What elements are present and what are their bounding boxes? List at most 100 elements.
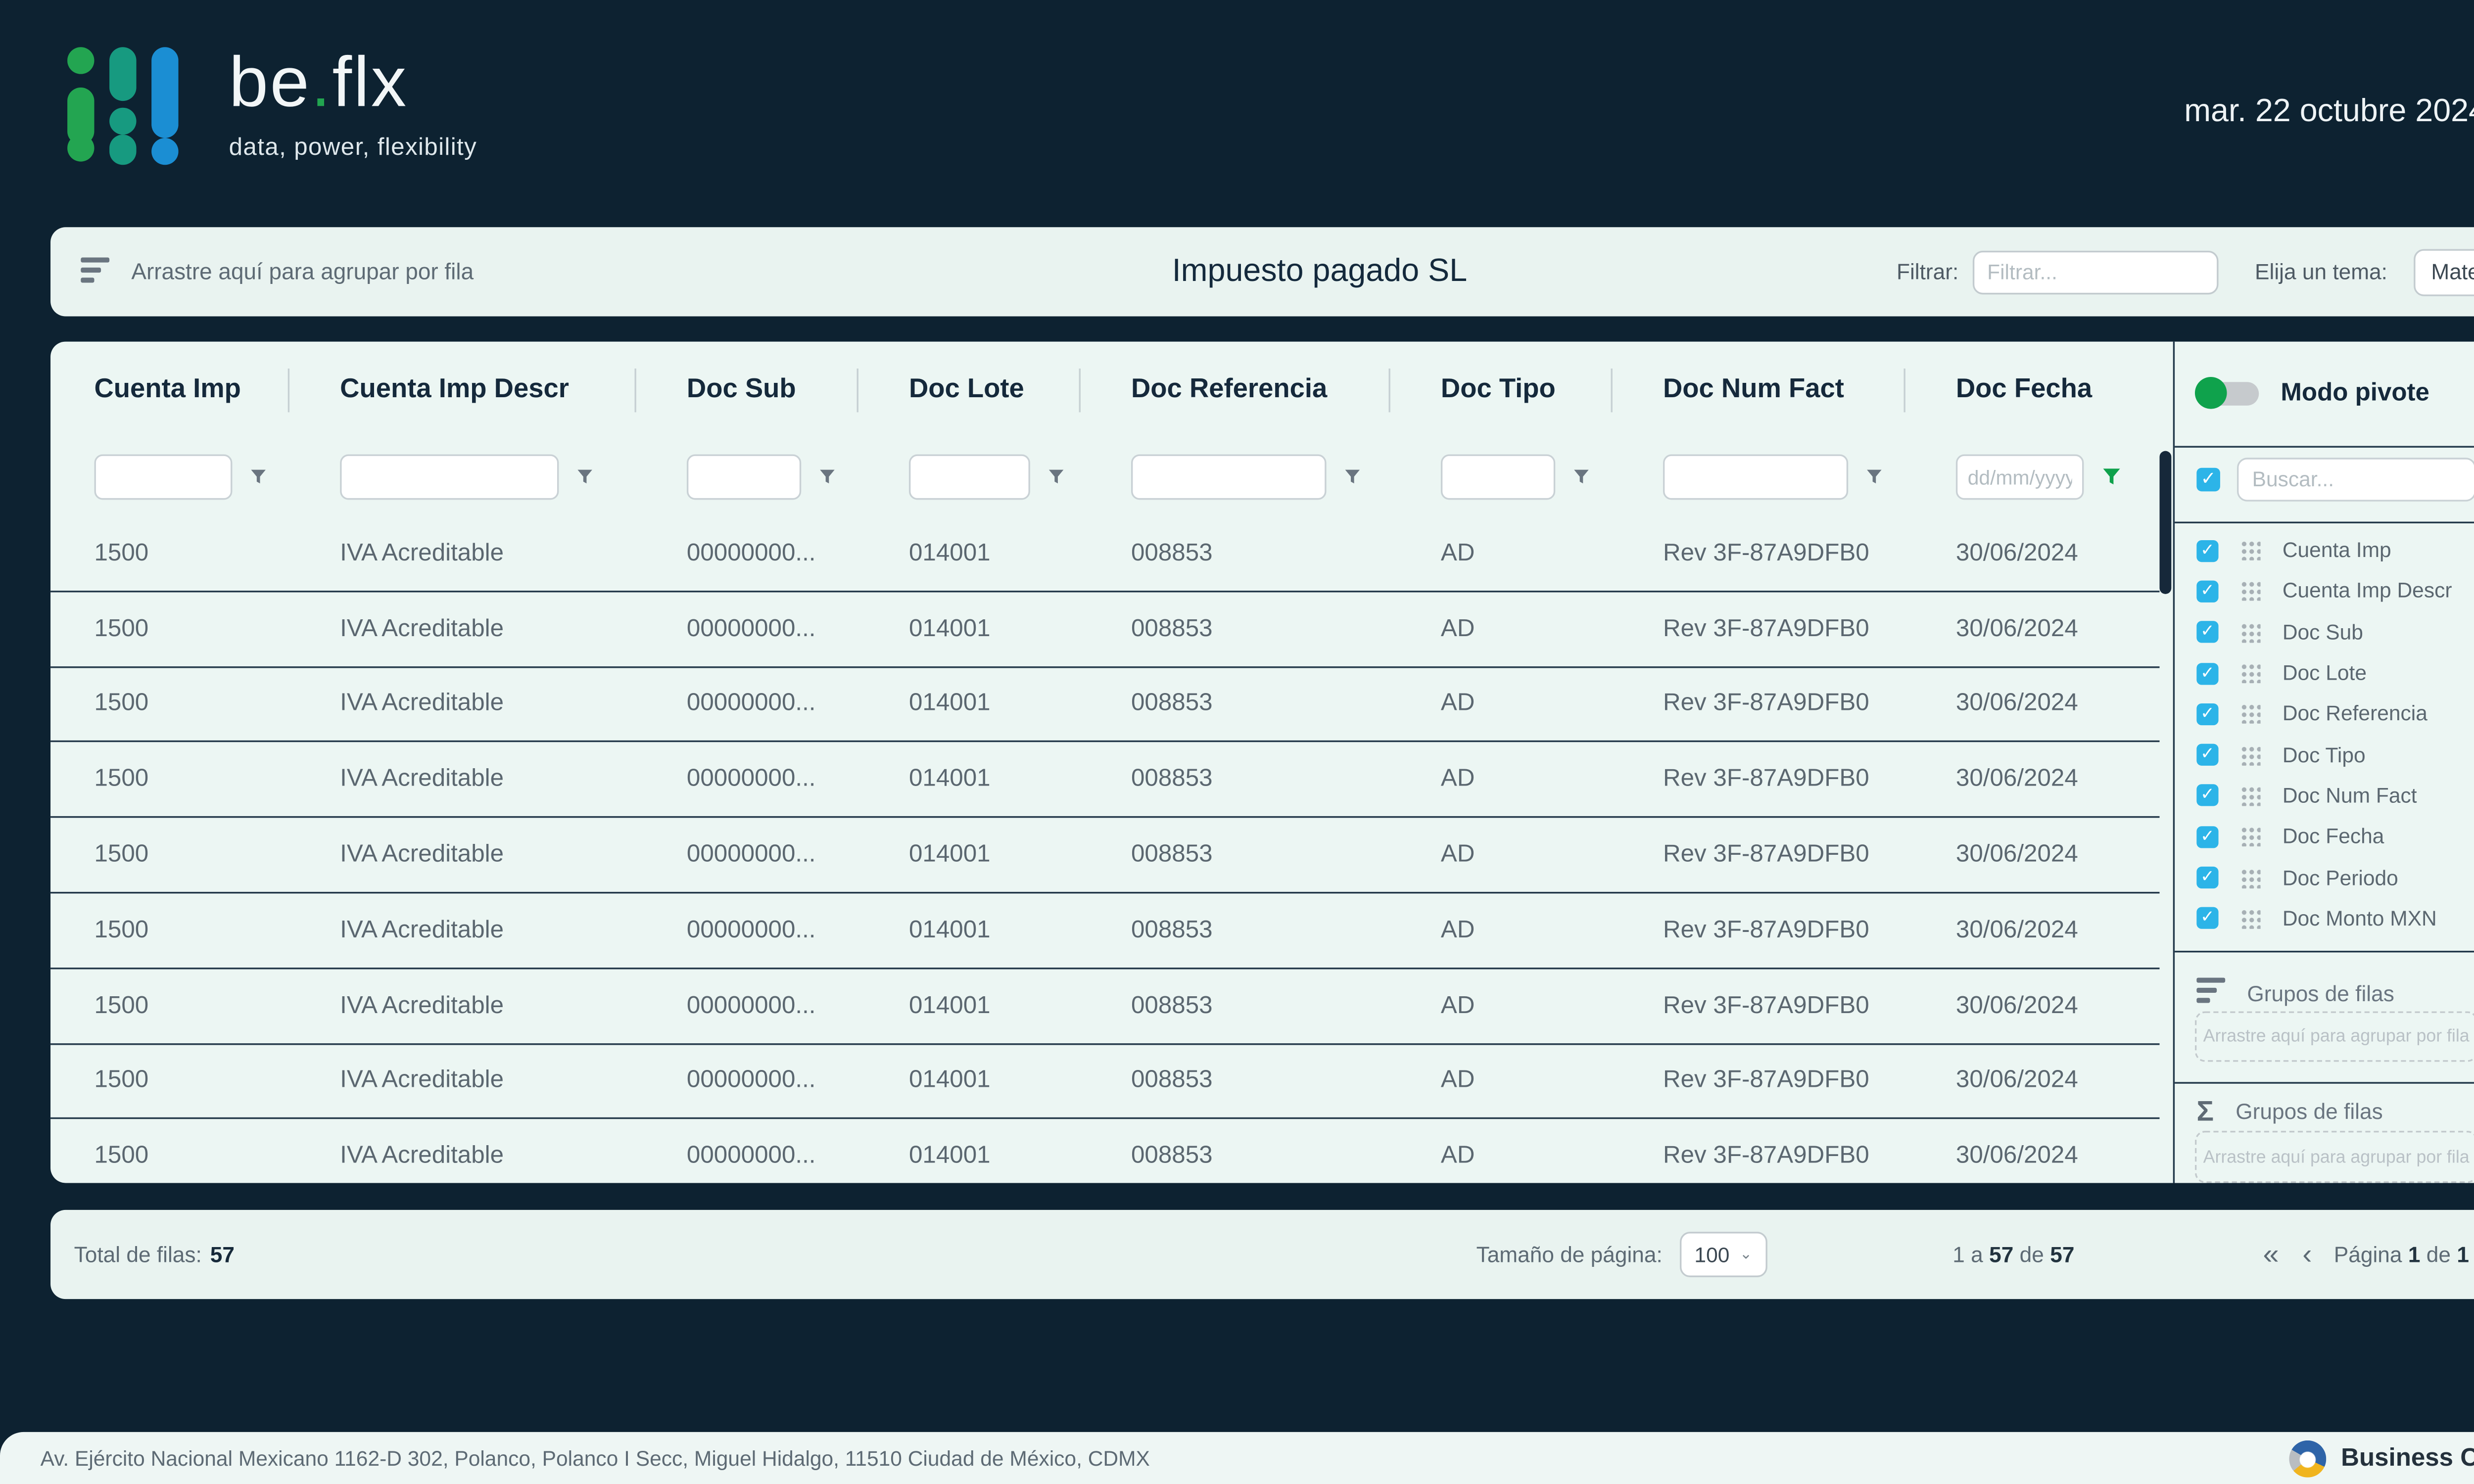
column-header-doc-referencia[interactable]: Doc Referencia <box>1081 368 1390 412</box>
pivot-column-item[interactable]: ✓ Cuenta Imp Descr <box>2175 571 2474 612</box>
table-row[interactable]: 1500 IVA Acreditable 00000000... 014001 … <box>50 969 2160 1045</box>
filter-funnel-icon[interactable] <box>1046 466 1067 488</box>
filter-input-doc-sub[interactable] <box>686 454 802 500</box>
pivot-column-label: Doc Tipo <box>2282 743 2366 767</box>
column-header-doc-lote[interactable]: Doc Lote <box>858 368 1081 412</box>
filter-input-cuenta-imp-descr[interactable] <box>340 454 559 500</box>
app-header: be.flx data, power, flexibility mar. 22 … <box>0 0 2474 227</box>
quick-filter-input[interactable] <box>1972 250 2218 294</box>
pivot-column-list: ✓ Cuenta Imp ✓ Cuenta Imp Descr ✓ Doc Su… <box>2175 530 2474 939</box>
drag-handle-icon[interactable] <box>2240 744 2261 765</box>
theme-select[interactable]: Material ⌄ <box>2414 248 2474 296</box>
pivot-column-item[interactable]: ✓ Doc Periodo <box>2175 857 2474 898</box>
column-checkbox[interactable]: ✓ <box>2196 785 2219 807</box>
filter-funnel-icon[interactable] <box>816 466 838 488</box>
filter-input-doc-referencia[interactable] <box>1131 454 1327 500</box>
filter-funnel-icon[interactable] <box>1570 466 1592 488</box>
column-checkbox[interactable]: ✓ <box>2196 621 2219 644</box>
filter-funnel-icon[interactable] <box>574 466 596 488</box>
pivot-column-item[interactable]: ✓ Doc Num Fact <box>2175 775 2474 816</box>
row-group-dropzone[interactable]: Arrastre aquí para agrupar por fila <box>81 256 474 287</box>
prev-page-button[interactable]: ‹ <box>2302 1238 2312 1271</box>
pivot-column-item[interactable]: ✓ Doc Sub <box>2175 612 2474 653</box>
pivot-column-label: Cuenta Imp <box>2282 539 2391 562</box>
column-search-input[interactable] <box>2236 458 2474 502</box>
column-header-doc-sub[interactable]: Doc Sub <box>636 368 858 412</box>
pivot-column-item[interactable]: ✓ Doc Lote <box>2175 653 2474 694</box>
filter-funnel-icon[interactable] <box>247 466 269 488</box>
drag-handle-icon[interactable] <box>2240 581 2261 602</box>
drag-handle-icon[interactable] <box>2240 867 2261 888</box>
cell-doc-tipo: AD <box>1440 841 1475 869</box>
column-checkbox[interactable]: ✓ <box>2196 580 2219 603</box>
bottom-bar: Av. Ejército Nacional Mexicano 1162-D 30… <box>0 1432 2474 1484</box>
column-checkbox[interactable]: ✓ <box>2196 662 2219 684</box>
filter-input-doc-lote[interactable] <box>908 454 1030 500</box>
row-groups-dropzone[interactable]: Arrastre aquí para agrupar por fila <box>2194 1011 2474 1062</box>
table-scrollbar-thumb[interactable] <box>2159 451 2172 594</box>
filter-funnel-icon-active[interactable] <box>2099 464 2124 490</box>
pivot-column-item[interactable]: ✓ Cuenta Imp <box>2175 530 2474 571</box>
select-all-checkbox[interactable]: ✓ <box>2196 467 2220 492</box>
cell-doc-num-fact: Rev 3F-87A9DFB0 <box>1663 992 1869 1020</box>
group-bars-icon <box>81 256 110 287</box>
pivot-column-label: Cuenta Imp Descr <box>2282 579 2452 603</box>
pivot-column-item[interactable]: ✓ Doc Tipo <box>2175 735 2474 776</box>
cell-doc-sub: 00000000... <box>686 841 816 869</box>
pivot-mode-toggle[interactable] <box>2194 377 2259 409</box>
table-row[interactable]: 1500 IVA Acreditable 00000000... 014001 … <box>50 893 2160 969</box>
filter-input-doc-num-fact[interactable] <box>1663 454 1849 500</box>
column-header-doc-fecha[interactable]: Doc Fecha <box>1955 374 2093 403</box>
brand-name: be.flx <box>229 42 408 121</box>
cell-doc-lote: 014001 <box>908 992 991 1020</box>
column-checkbox[interactable]: ✓ <box>2196 866 2219 889</box>
column-checkbox[interactable]: ✓ <box>2196 703 2219 725</box>
cell-doc-tipo: AD <box>1440 992 1475 1020</box>
column-header-cuenta-imp-descr[interactable]: Cuenta Imp Descr <box>289 368 636 412</box>
cell-doc-num-fact: Rev 3F-87A9DFB0 <box>1663 1067 1869 1095</box>
header-datetime: mar. 22 octubre 2024 18.17 <box>2184 94 2474 130</box>
column-checkbox[interactable]: ✓ <box>2196 539 2219 561</box>
drag-handle-icon[interactable] <box>2240 540 2261 561</box>
drag-handle-icon[interactable] <box>2240 622 2261 643</box>
filter-input-doc-tipo[interactable] <box>1440 454 1556 500</box>
table-row[interactable]: 1500 IVA Acreditable 00000000... 014001 … <box>50 818 2160 894</box>
table-row[interactable]: 1500 IVA Acreditable 00000000... 014001 … <box>50 743 2160 818</box>
filter-input-cuenta-imp[interactable] <box>94 454 233 500</box>
drag-handle-icon[interactable] <box>2240 827 2261 847</box>
filter-funnel-icon[interactable] <box>1341 466 1363 488</box>
drag-handle-icon[interactable] <box>2240 908 2261 929</box>
table-row[interactable]: 1500 IVA Acreditable 00000000... 014001 … <box>50 516 2160 592</box>
cell-doc-num-fact: Rev 3F-87A9DFB0 <box>1663 691 1869 718</box>
drag-handle-icon[interactable] <box>2240 704 2261 724</box>
drag-handle-icon[interactable] <box>2240 663 2261 684</box>
table-row[interactable]: 1500 IVA Acreditable 00000000... 014001 … <box>50 592 2160 668</box>
cell-doc-lote: 014001 <box>908 917 991 944</box>
column-header-doc-num-fact[interactable]: Doc Num Fact <box>1613 368 1905 412</box>
table-row[interactable]: 1500 IVA Acreditable 00000000... 014001 … <box>50 1119 2159 1183</box>
table-row[interactable]: 1500 IVA Acreditable 00000000... 014001 … <box>50 1044 2160 1120</box>
filter-input-doc-fecha[interactable] <box>1955 454 2084 500</box>
pivot-column-item[interactable]: ✓ Doc Monto MXN <box>2175 898 2474 939</box>
column-checkbox[interactable]: ✓ <box>2196 744 2219 766</box>
first-page-button[interactable]: « <box>2263 1238 2279 1271</box>
page-size-select[interactable]: 100 ⌄ <box>1679 1232 1768 1277</box>
filter-funnel-icon[interactable] <box>1863 466 1885 488</box>
theme-select-value: Material <box>2431 259 2474 284</box>
drag-handle-icon[interactable] <box>2240 786 2261 806</box>
cell-doc-lote: 014001 <box>908 1143 991 1170</box>
pivot-column-label: Doc Sub <box>2282 620 2363 644</box>
column-checkbox[interactable]: ✓ <box>2196 826 2219 848</box>
pivot-column-item[interactable]: ✓ Doc Fecha <box>2175 816 2474 857</box>
pivot-column-item[interactable]: ✓ Doc Referencia <box>2175 694 2474 735</box>
column-checkbox[interactable]: ✓ <box>2196 907 2219 929</box>
row-group-hint: Arrastre aquí para agrupar por fila <box>131 259 474 284</box>
values-dropzone[interactable]: Arrastre aquí para agrupar por fila <box>2194 1131 2474 1183</box>
column-header-cuenta-imp[interactable]: Cuenta Imp <box>50 368 290 412</box>
column-header-doc-tipo[interactable]: Doc Tipo <box>1390 368 1613 412</box>
table-row[interactable]: 1500 IVA Acreditable 00000000... 014001 … <box>50 667 2160 743</box>
cell-doc-referencia: 008853 <box>1131 691 1213 718</box>
pivot-column-label: Doc Periodo <box>2282 866 2398 889</box>
cell-doc-num-fact: Rev 3F-87A9DFB0 <box>1663 841 1869 869</box>
business-concepts-name: Business Concepts <box>2341 1443 2474 1473</box>
